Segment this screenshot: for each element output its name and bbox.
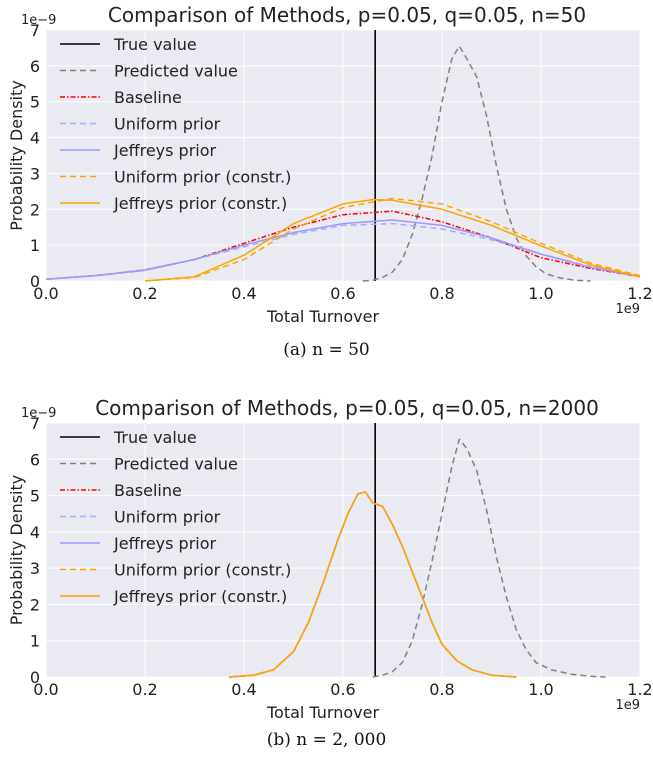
chart-panel-a: 0.0 0.2 0.4 0.6 0.8 1.0 1.2 0 1 2 3 4 5 6 7 True value P… xyxy=(0,0,653,370)
x-scale-label: 1e9 xyxy=(615,302,640,317)
series-line-jeffreys-prior-constr xyxy=(144,198,641,282)
y-tick-label: 3 xyxy=(30,559,40,578)
legend-label-jeffreys-prior-constr: Jeffreys prior (constr.) xyxy=(113,587,287,606)
y-tick-label: 5 xyxy=(30,487,40,506)
y-tick-label: 2 xyxy=(30,595,40,614)
legend-label-uniform-prior-constr: Uniform prior (constr.) xyxy=(114,168,291,187)
legend-label-true-value: True value xyxy=(113,35,197,54)
chart-b-caption: (b) n = 2, 000 xyxy=(266,730,387,750)
y-tick-label: 4 xyxy=(30,129,40,148)
y-tick-label: 0 xyxy=(30,668,40,687)
legend-label-uniform-prior-constr: Uniform prior (constr.) xyxy=(114,561,291,580)
x-tick-label: 1.2 xyxy=(627,680,652,699)
y-axis-label: Probability Density xyxy=(7,475,26,626)
legend-label-predicted-value: Predicted value xyxy=(114,455,238,474)
x-tick-label: 1.0 xyxy=(528,284,553,303)
x-scale-label: 1e9 xyxy=(615,698,640,713)
legend-label-uniform-prior: Uniform prior xyxy=(114,115,221,134)
series-line-predicted-value xyxy=(362,45,591,282)
y-tick-label: 1 xyxy=(30,236,40,255)
y-tick-label: 0 xyxy=(30,272,40,291)
x-tick-label: 0.4 xyxy=(231,680,256,699)
y-tick-label: 2 xyxy=(30,200,40,219)
x-tick-label: 0.6 xyxy=(330,680,355,699)
legend-label-baseline: Baseline xyxy=(114,481,182,500)
chart-a-svg: 0.0 0.2 0.4 0.6 0.8 1.0 1.2 0 1 2 3 4 5 6 7 True value P… xyxy=(7,3,653,326)
x-tick-label: 0.8 xyxy=(429,284,454,303)
x-axis-label: Total Turnover xyxy=(266,307,379,326)
chart-a-caption: (a) n = 50 xyxy=(283,340,370,360)
y-axis-label: Probability Density xyxy=(7,80,26,231)
x-tick-label: 0.2 xyxy=(132,284,157,303)
legend-label-jeffreys-prior: Jeffreys prior xyxy=(113,534,217,553)
series-line-uniform-prior-constr xyxy=(144,197,641,282)
legend-label-uniform-prior: Uniform prior xyxy=(114,508,221,527)
x-axis-label: Total Turnover xyxy=(266,703,379,722)
y-tick-label: 3 xyxy=(30,164,40,183)
x-tick-label: 0.4 xyxy=(231,284,256,303)
x-tick-label: 0.2 xyxy=(132,680,157,699)
x-tick-label: 0.0 xyxy=(33,284,58,303)
x-tick-label: 0.0 xyxy=(33,680,58,699)
y-tick-label: 7 xyxy=(30,414,40,433)
y-tick-label: 4 xyxy=(30,523,40,542)
y-tick-label: 1 xyxy=(30,632,40,651)
y-tick-label: 6 xyxy=(30,57,40,76)
legend-label-baseline: Baseline xyxy=(114,88,182,107)
x-tick-label: 0.8 xyxy=(429,680,454,699)
chart-b-svg: 0.0 0.2 0.4 0.6 0.8 1.0 1.2 0 1 2 3 4 5 6 7 True value P… xyxy=(7,396,653,722)
x-tick-label: 1.0 xyxy=(528,680,553,699)
series-line-jeffreys-prior xyxy=(45,219,641,280)
chart-title: Comparison of Methods, p=0.05, q=0.05, n… xyxy=(95,396,599,420)
y-tick-label: 5 xyxy=(30,93,40,112)
series-line-jeffreys-prior-constr xyxy=(229,491,517,678)
legend-label-true-value: True value xyxy=(113,428,197,447)
series-line-predicted-value xyxy=(372,438,606,678)
legend-label-jeffreys-prior-constr: Jeffreys prior (constr.) xyxy=(113,194,287,213)
y-tick-label: 7 xyxy=(30,21,40,40)
y-scale-label: 1e−9 xyxy=(21,406,56,421)
x-tick-label: 0.6 xyxy=(330,284,355,303)
chart-panel-b: 0.0 0.2 0.4 0.6 0.8 1.0 1.2 0 1 2 3 4 5 6 7 True value P… xyxy=(0,380,653,763)
x-tick-label: 1.2 xyxy=(627,284,652,303)
legend-label-jeffreys-prior: Jeffreys prior xyxy=(113,141,217,160)
legend-label-predicted-value: Predicted value xyxy=(114,62,238,81)
y-tick-label: 6 xyxy=(30,450,40,469)
y-scale-label: 1e−9 xyxy=(21,13,56,28)
chart-title: Comparison of Methods, p=0.05, q=0.05, n… xyxy=(108,3,586,27)
